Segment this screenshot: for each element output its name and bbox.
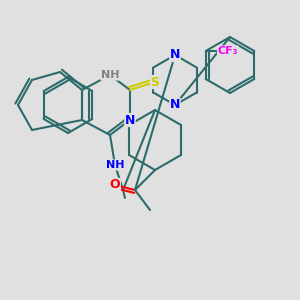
Text: NH: NH xyxy=(106,160,124,170)
Text: O: O xyxy=(110,178,120,191)
Text: N: N xyxy=(170,49,180,62)
Text: N: N xyxy=(125,113,135,127)
Text: N: N xyxy=(170,98,180,112)
Text: S: S xyxy=(151,76,160,88)
Text: CF₃: CF₃ xyxy=(218,46,238,56)
Text: NH: NH xyxy=(101,70,119,80)
